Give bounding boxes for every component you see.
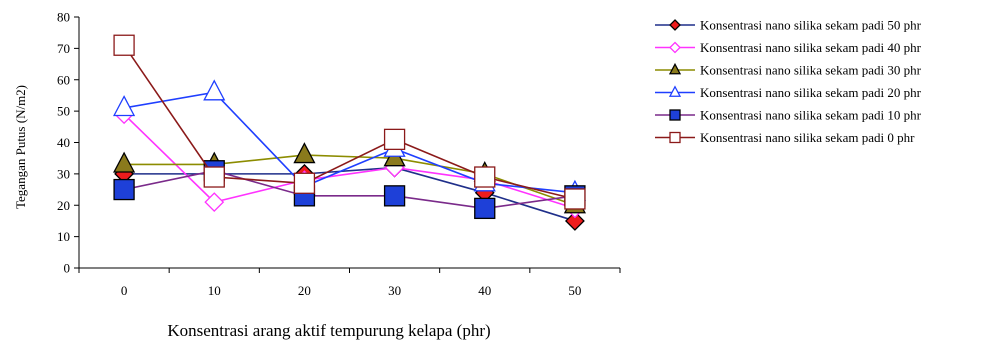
series-3 xyxy=(113,79,586,201)
data-point xyxy=(204,192,225,213)
data-point xyxy=(383,185,406,207)
legend-item: Konsentrasi nano silika sekam padi 40 ph… xyxy=(655,40,922,55)
legend-item: Konsentrasi nano silika sekam padi 50 ph… xyxy=(655,18,922,33)
data-point xyxy=(293,142,316,164)
y-tick-label: 20 xyxy=(57,198,70,213)
x-axis-title: Konsentrasi arang aktif tempurung kelapa… xyxy=(167,321,490,340)
x-tick-label: 40 xyxy=(478,283,491,298)
x-tick-label: 0 xyxy=(121,283,128,298)
series-layer xyxy=(113,34,586,231)
y-tick-label: 80 xyxy=(57,10,70,25)
y-axis-title: Tegangan Putus (N/m2) xyxy=(13,85,28,209)
data-point xyxy=(203,166,225,188)
y-tick-label: 0 xyxy=(64,261,71,276)
legend-label: Konsentrasi nano silika sekam padi 30 ph… xyxy=(700,63,922,78)
data-point xyxy=(203,79,226,101)
legend-item: Konsentrasi nano silika sekam padi 20 ph… xyxy=(655,85,922,100)
data-point xyxy=(564,211,585,231)
y-tick-label: 70 xyxy=(57,41,70,56)
data-point xyxy=(474,197,496,220)
x-tick-label: 50 xyxy=(568,283,581,298)
x-tick-label: 10 xyxy=(208,283,221,298)
data-point xyxy=(293,172,316,194)
series-line xyxy=(123,44,576,200)
data-point xyxy=(474,166,496,188)
legend-swatch-marker xyxy=(668,85,682,97)
legend-swatch-marker xyxy=(669,131,681,144)
data-point xyxy=(113,151,136,173)
data-point xyxy=(383,128,406,151)
axes: 0 10 20 30 40 50 60 70 80 0 10 20 30 40 50 xyxy=(57,10,621,298)
legend-swatch-marker xyxy=(669,19,681,31)
legend-swatch-marker xyxy=(669,41,681,54)
series-5 xyxy=(113,34,586,210)
legend: Konsentrasi nano silika sekam padi 50 ph… xyxy=(655,18,922,145)
y-tick-label: 60 xyxy=(57,72,70,87)
series-line xyxy=(124,154,576,207)
x-tick-label: 30 xyxy=(388,283,401,298)
legend-label: Konsentrasi nano silika sekam padi 50 ph… xyxy=(700,18,922,33)
legend-item: Konsentrasi nano silika sekam padi 10 ph… xyxy=(655,108,922,123)
x-tick-label: 20 xyxy=(298,283,311,298)
y-tick-label: 30 xyxy=(57,166,70,181)
data-point xyxy=(564,188,586,210)
data-point xyxy=(113,95,136,117)
data-point xyxy=(113,34,135,56)
series-0 xyxy=(114,157,585,231)
data-point xyxy=(113,178,135,201)
y-tick-label: 40 xyxy=(57,135,70,150)
y-tick-label: 50 xyxy=(57,104,70,119)
y-tick-label: 10 xyxy=(57,229,70,244)
legend-swatch-marker xyxy=(668,62,682,75)
legend-item: Konsentrasi nano silika sekam padi 0 phr xyxy=(655,130,915,145)
legend-label: Konsentrasi nano silika sekam padi 40 ph… xyxy=(700,40,922,55)
legend-label: Konsentrasi nano silika sekam padi 10 ph… xyxy=(700,108,922,123)
series-line xyxy=(123,169,576,210)
legend-label: Konsentrasi nano silika sekam padi 20 ph… xyxy=(700,85,922,100)
legend-item: Konsentrasi nano silika sekam padi 30 ph… xyxy=(655,63,922,78)
legend-swatch-marker xyxy=(669,109,681,121)
legend-label: Konsentrasi nano silika sekam padi 0 phr xyxy=(700,130,915,145)
series-line xyxy=(123,91,575,194)
